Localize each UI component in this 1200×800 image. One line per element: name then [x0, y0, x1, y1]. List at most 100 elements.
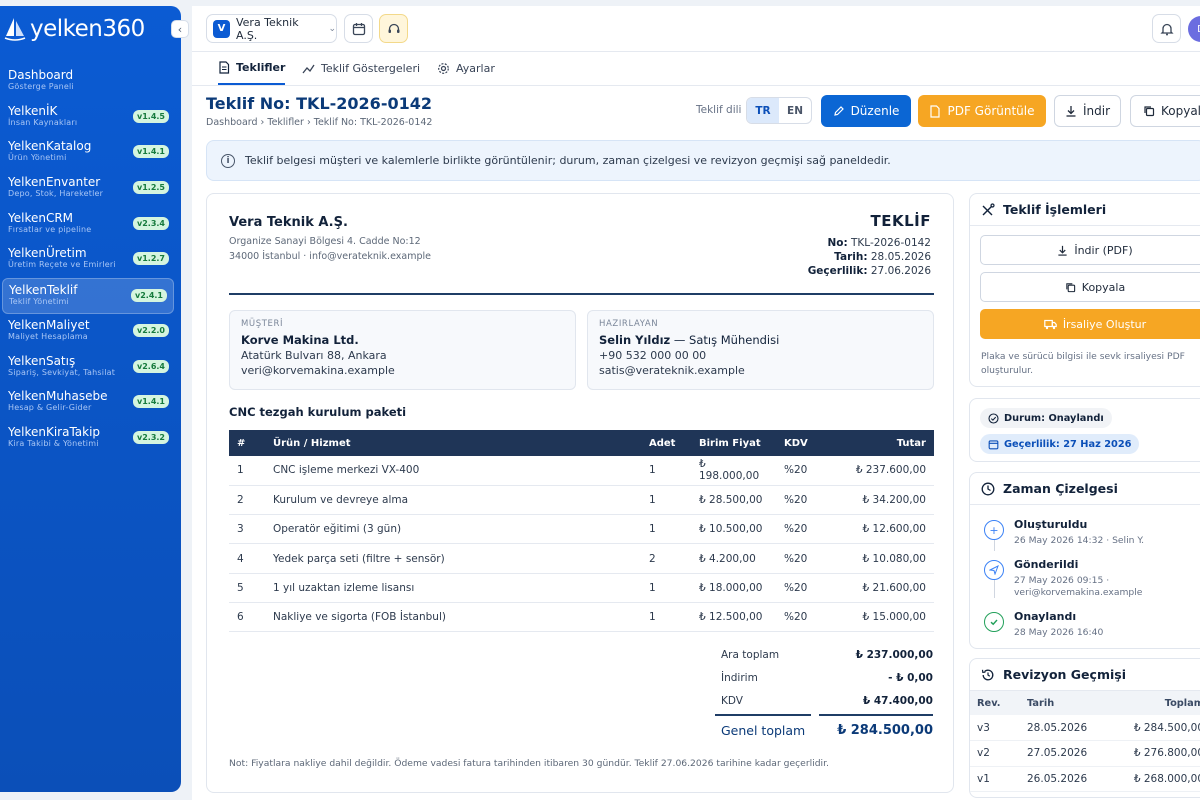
download-button[interactable]: İndir: [1054, 95, 1121, 127]
notifications-button[interactable]: [1152, 14, 1181, 43]
sidebar-item-subtitle: Ürün Yönetimi: [8, 153, 67, 163]
timeline-connector: [994, 568, 995, 598]
table-row: 2 Kurulum ve devreye alma 1 ₺ 28.500,00 %20 ₺…: [229, 485, 934, 516]
brand-logo[interactable]: yelken360: [4, 16, 145, 42]
col-total: Toplam: [1120, 691, 1200, 715]
tab-teklif-gostergeleri[interactable]: Teklif Göstergeleri: [302, 52, 420, 85]
gear-icon: [437, 62, 450, 75]
event-detail: 28 May 2026 16:40: [1014, 627, 1104, 638]
timeline-panel: Zaman Çizelgesi + Oluşturuldu 26 May 202…: [969, 472, 1200, 649]
copy-button[interactable]: Kopyala: [1130, 95, 1200, 127]
table-cell: ₺ 15.000,00: [836, 602, 934, 633]
timeline-header: Zaman Çizelgesi: [970, 473, 1200, 505]
lang-en-option[interactable]: EN: [787, 104, 803, 117]
sidebar-item-subtitle: Maliyet Hesaplama: [8, 331, 88, 341]
quote-number: No: TKL-2026-0142: [827, 237, 931, 249]
prepared-by-card: HAZIRLAYAN Selin Yıldız — Satış Mühendis…: [587, 310, 934, 390]
validity-text: Geçerlilik: 27 Haz 2026: [1004, 438, 1132, 450]
seller-address: Organize Sanayi Bölgesi 4. Cadde No:12: [229, 236, 421, 247]
sidebar-item-subtitle: Fırsatlar ve pipeline: [8, 224, 92, 234]
copy-quote-label: Kopyala: [1081, 280, 1126, 294]
download-pdf-button[interactable]: İndir (PDF): [980, 235, 1200, 265]
event-detail: 26 May 2026 14:32 · Selin Y.: [1014, 535, 1145, 546]
table-cell: v3: [970, 715, 1020, 741]
version-badge: v1.4.1: [133, 395, 169, 409]
collapse-sidebar-button[interactable]: ‹: [171, 20, 189, 38]
avatar[interactable]: D: [1188, 16, 1200, 42]
table-row[interactable]: v1 26.05.2026 ₺ 268.000,00: [970, 766, 1200, 792]
prepared-phone: +90 532 000 00 00: [599, 349, 707, 362]
sidebar-item-yelkencrm[interactable]: YelkenCRM Fırsatlar ve pipeline v2.3.4: [0, 207, 175, 243]
table-cell: Yedek parça seti (filtre + sensör): [265, 543, 641, 574]
sidebar-item-yelkenkiratakip[interactable]: YelkenKiraTakip Kira Takibi & Yönetimi v2.…: [0, 421, 175, 457]
table-cell: 27.05.2026: [1020, 740, 1120, 767]
company-select[interactable]: V Vera Teknik A.Ş. ⌄: [206, 14, 337, 43]
sidebar-item-yelkensat-[interactable]: YelkenSatış Sipariş, Sevkiyat, Tahsilat v2…: [0, 350, 175, 386]
col-qty: Adet: [641, 430, 691, 456]
table-cell: ₺ 4.200,00: [691, 543, 776, 574]
event-detail: 27 May 2026 09:15 ·: [1014, 575, 1110, 586]
breadcrumb[interactable]: Dashboard › Teklifler › Teklif No: TKL-2…: [206, 117, 433, 128]
sidebar-item-yelkenkatalog[interactable]: YelkenKatalog Ürün Yönetimi v1.4.1: [0, 135, 175, 171]
edit-button[interactable]: Düzenle: [821, 95, 911, 127]
sidebar-item-yelkeni-k[interactable]: YelkenİK İnsan Kaynakları v1.4.5: [0, 100, 175, 136]
sidebar-item-yelkenteklif[interactable]: YelkenTeklif Teklif Yönetimi v2.4.1: [2, 278, 174, 314]
calendar-button[interactable]: [344, 14, 373, 43]
seller-contact: 34000 İstanbul · info@verateknik.example: [229, 251, 431, 262]
company-name: Vera Teknik A.Ş.: [235, 15, 299, 42]
event-detail: veri@korvemakina.example: [1014, 587, 1143, 598]
items-header-row: # Ürün / Hizmet Adet Birim Fiyat KDV Tut…: [229, 430, 934, 456]
pdf-view-button[interactable]: PDF Görüntüle: [918, 95, 1046, 127]
panel-title: Revizyon Geçmişi: [1003, 667, 1126, 682]
table-cell: Kurulum ve devreye alma: [265, 485, 641, 516]
divider: [229, 293, 934, 295]
tab-label: Teklifler: [236, 61, 286, 74]
col-total: Tutar: [836, 430, 934, 456]
language-toggle: TR EN: [746, 97, 812, 124]
tab-teklifler[interactable]: Teklifler: [218, 52, 286, 85]
sidebar-item-yelkenmuhasebe[interactable]: YelkenMuhasebe Hesap & Gelir-Gider v1.4.1: [0, 385, 175, 421]
tools-icon: [981, 202, 995, 217]
table-cell: 5: [229, 573, 265, 603]
tab-bar: Teklifler Teklif Göstergeleri Ayarlar: [192, 52, 1200, 86]
table-cell: 1: [641, 456, 691, 486]
document-icon: [218, 61, 230, 74]
customer-email: veri@korvemakina.example: [241, 364, 395, 377]
table-cell: %20: [776, 543, 836, 574]
col-date: Tarih: [1020, 691, 1120, 715]
create-dispatch-button[interactable]: İrsaliye Oluştur: [980, 309, 1200, 339]
sidebar-item-label: YelkenSatış: [8, 353, 76, 368]
version-badge: v2.2.0: [133, 323, 169, 337]
sidebar-item-dashboard[interactable]: Dashboard Gösterge Paneli: [0, 64, 175, 100]
tab-label: Teklif Göstergeleri: [321, 62, 421, 75]
table-cell: 1 yıl uzaktan izleme lisansı: [265, 573, 641, 603]
sidebar-item-subtitle: Hesap & Gelir-Gider: [8, 403, 92, 413]
quote-document: Vera Teknik A.Ş. Organize Sanayi Bölgesi…: [206, 193, 954, 793]
sidebar-item-label: YelkenÜretim: [8, 246, 87, 261]
table-row[interactable]: v3 28.05.2026 ₺ 284.500,00: [970, 715, 1200, 741]
table-cell: 2: [641, 543, 691, 574]
sidebar-item-subtitle: Gösterge Paneli: [8, 82, 74, 91]
customer-name: Korve Makina Ltd.: [241, 333, 359, 347]
lang-tr-option[interactable]: TR: [747, 98, 779, 123]
table-cell: %20: [776, 514, 836, 545]
version-badge: v1.4.1: [133, 145, 169, 159]
table-row[interactable]: v2 27.05.2026 ₺ 276.800,00: [970, 740, 1200, 767]
quote-actions-header: Teklif İşlemleri: [970, 194, 1200, 226]
sail-icon: [4, 17, 26, 41]
copy-icon: [1065, 282, 1076, 293]
tab-ayarlar[interactable]: Ayarlar: [437, 52, 495, 85]
table-cell: 28.05.2026: [1020, 715, 1120, 741]
version-badge: v2.6.4: [133, 359, 169, 373]
sidebar-item-yelkenmaliyet[interactable]: YelkenMaliyet Maliyet Hesaplama v2.2.0: [0, 314, 175, 350]
support-button[interactable]: [379, 14, 408, 43]
sidebar-item-subtitle: İnsan Kaynakları: [8, 117, 78, 127]
sidebar-item-yelken-retim[interactable]: YelkenÜretim Üretim Reçete ve Emirleri v1.…: [0, 242, 175, 278]
table-cell: ₺ 10.080,00: [836, 543, 934, 574]
copy-quote-button[interactable]: Kopyala: [980, 272, 1200, 302]
status-panel: Durum: Onaylandı Geçerlilik: 27 Haz 2026: [969, 398, 1200, 462]
table-cell: %20: [776, 602, 836, 633]
sidebar-item-label: YelkenİK: [8, 103, 58, 118]
sidebar-item-label: YelkenCRM: [8, 210, 74, 225]
sidebar-item-yelkenenvanter[interactable]: YelkenEnvanter Depo, Stok, Hareketler v1.2…: [0, 171, 175, 207]
